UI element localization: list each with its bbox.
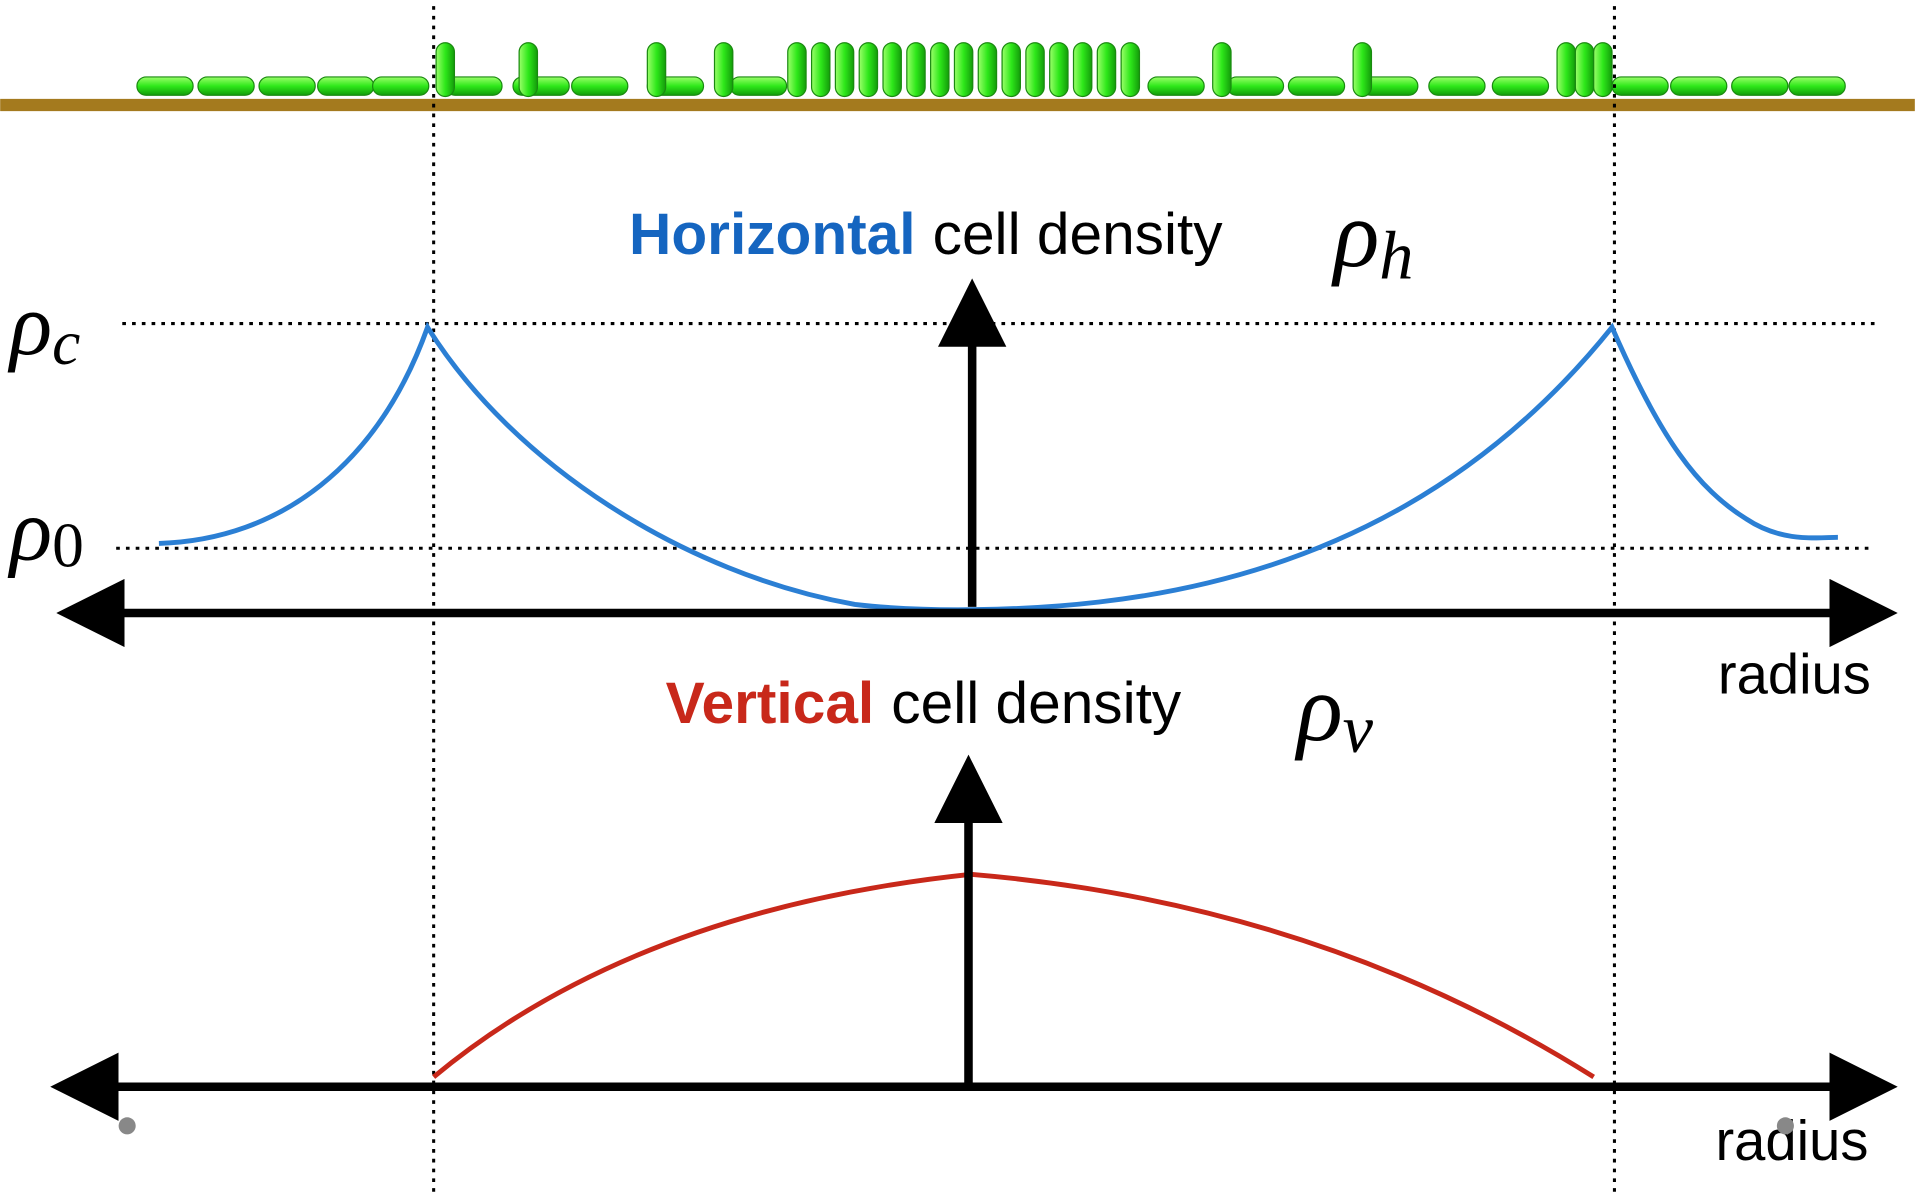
symbol-sub: c	[52, 307, 80, 378]
bacterium	[953, 42, 974, 98]
vertical-density-curve	[432, 871, 1595, 1080]
bacterium	[571, 76, 629, 96]
bacterium	[834, 42, 855, 98]
bacterium	[1049, 42, 1069, 98]
bacterium	[646, 42, 667, 98]
bacterium	[1670, 76, 1728, 96]
bacterium	[1025, 42, 1045, 98]
title-highlight: Vertical	[666, 671, 875, 736]
bacterium	[136, 76, 194, 96]
bacterium	[317, 76, 375, 96]
bacteria-layer	[136, 42, 1846, 98]
bacterium	[371, 76, 430, 96]
bacterium	[930, 42, 950, 98]
symbol: ρh	[1331, 181, 1414, 293]
symbol-base: ρ	[7, 482, 52, 579]
symbol: ρv	[1294, 655, 1374, 767]
bacterium	[906, 42, 926, 98]
bacterium	[882, 42, 902, 98]
panel-title: Vertical cell density	[666, 671, 1182, 736]
bacterium	[1574, 42, 1595, 98]
bacterium	[1491, 76, 1550, 96]
bacterium	[858, 42, 879, 98]
bacterium	[1001, 42, 1021, 98]
bacterium	[197, 76, 255, 96]
bacterium	[787, 42, 807, 98]
level-label: ρ0	[7, 482, 84, 580]
symbol-sub: h	[1379, 217, 1413, 293]
bacterium	[518, 42, 539, 98]
symbol-base: ρ	[7, 277, 52, 374]
guides	[116, 6, 1879, 1193]
title-highlight: Horizontal	[629, 202, 916, 267]
symbol-base: ρ	[1294, 655, 1343, 761]
bacterium	[1593, 42, 1613, 98]
bacterium	[810, 42, 831, 98]
bacterium	[1352, 42, 1373, 98]
level-label: ρc	[7, 277, 80, 378]
bacterium	[1556, 42, 1576, 98]
bacterium	[1212, 42, 1232, 98]
bacterium	[435, 42, 456, 98]
bacterium	[1096, 42, 1117, 98]
title-rest: cell density	[891, 671, 1182, 736]
bacterium	[1120, 42, 1141, 98]
title-rest: cell density	[933, 202, 1224, 267]
horizontal-density-curve	[158, 321, 1838, 613]
symbol-sub: v	[1343, 691, 1374, 767]
bacterium	[729, 76, 788, 96]
bacterium	[1428, 76, 1486, 96]
bacterium	[1226, 76, 1285, 96]
symbol-base: ρ	[1331, 181, 1380, 287]
bacterium	[258, 76, 316, 96]
bacterium	[1072, 42, 1093, 98]
dot	[1776, 1117, 1794, 1135]
bacterium	[1611, 76, 1669, 96]
bacterium	[1731, 76, 1789, 96]
axis-label: radius	[1718, 643, 1871, 706]
bacterium	[1788, 76, 1846, 96]
symbol-sub: 0	[52, 510, 84, 581]
bacterium	[713, 42, 734, 98]
axis-label: radius	[1715, 1109, 1868, 1172]
panel-title: Horizontal cell density	[629, 202, 1223, 267]
bacterium	[1147, 76, 1205, 96]
bacterium	[1287, 76, 1346, 96]
dot	[118, 1117, 136, 1135]
bacterium	[977, 42, 998, 98]
